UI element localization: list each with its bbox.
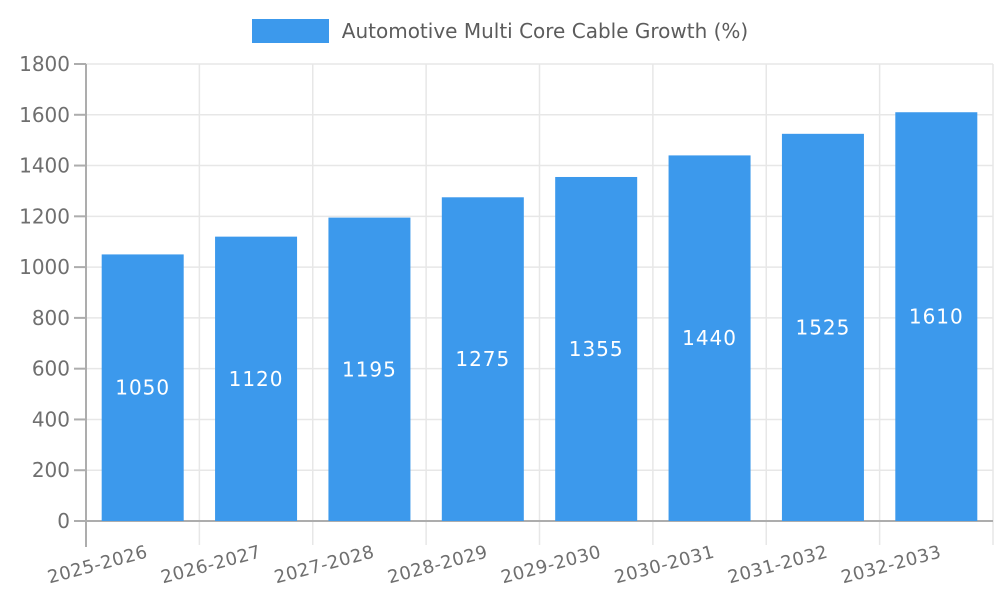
bar-value-label: 1525 <box>795 315 850 339</box>
x-axis-label: 2032-2033 <box>839 542 944 589</box>
y-axis-label: 1600 <box>19 103 70 127</box>
x-axis-label: 2029-2030 <box>499 542 604 589</box>
y-axis-label: 1800 <box>19 52 70 76</box>
bar-value-label: 1050 <box>115 376 170 400</box>
bar-value-label: 1440 <box>682 326 737 350</box>
y-axis-label: 1400 <box>19 154 70 178</box>
x-axis-label: 2027-2028 <box>272 542 377 589</box>
bar-2029-2030[interactable] <box>555 176 638 521</box>
legend-label[interactable]: Automotive Multi Core Cable Growth (%) <box>341 19 749 43</box>
x-axis-label: 2030-2031 <box>612 542 717 589</box>
y-axis-label: 400 <box>32 407 70 431</box>
bar-value-label: 1275 <box>455 347 510 371</box>
bar-2030-2031[interactable] <box>668 155 751 521</box>
y-axis-label: 200 <box>32 458 70 482</box>
y-axis-label: 1200 <box>19 204 70 228</box>
bar-2025-2026[interactable] <box>101 254 184 521</box>
bar-2028-2029[interactable] <box>441 197 524 521</box>
bar-2032-2033[interactable] <box>895 112 978 521</box>
y-axis-label: 600 <box>32 357 70 381</box>
x-axis-label: 2026-2027 <box>159 542 264 589</box>
legend[interactable]: Automotive Multi Core Cable Growth (%) <box>0 19 1000 43</box>
y-axis-label: 0 <box>57 509 70 533</box>
legend-swatch[interactable] <box>251 19 329 43</box>
bar-value-label: 1610 <box>909 305 964 329</box>
bar-2027-2028[interactable] <box>328 217 411 521</box>
y-axis-label: 1000 <box>19 255 70 279</box>
bar-value-label: 1355 <box>569 337 624 361</box>
x-axis-label: 2031-2032 <box>726 542 831 589</box>
x-axis-label: 2028-2029 <box>386 542 491 589</box>
y-axis-label: 800 <box>32 306 70 330</box>
bar-value-label: 1195 <box>342 357 397 381</box>
bar-2031-2032[interactable] <box>781 133 864 521</box>
bar-value-label: 1120 <box>229 367 284 391</box>
x-axis-label: 2025-2026 <box>45 542 150 589</box>
bar-2026-2027[interactable] <box>215 236 298 521</box>
